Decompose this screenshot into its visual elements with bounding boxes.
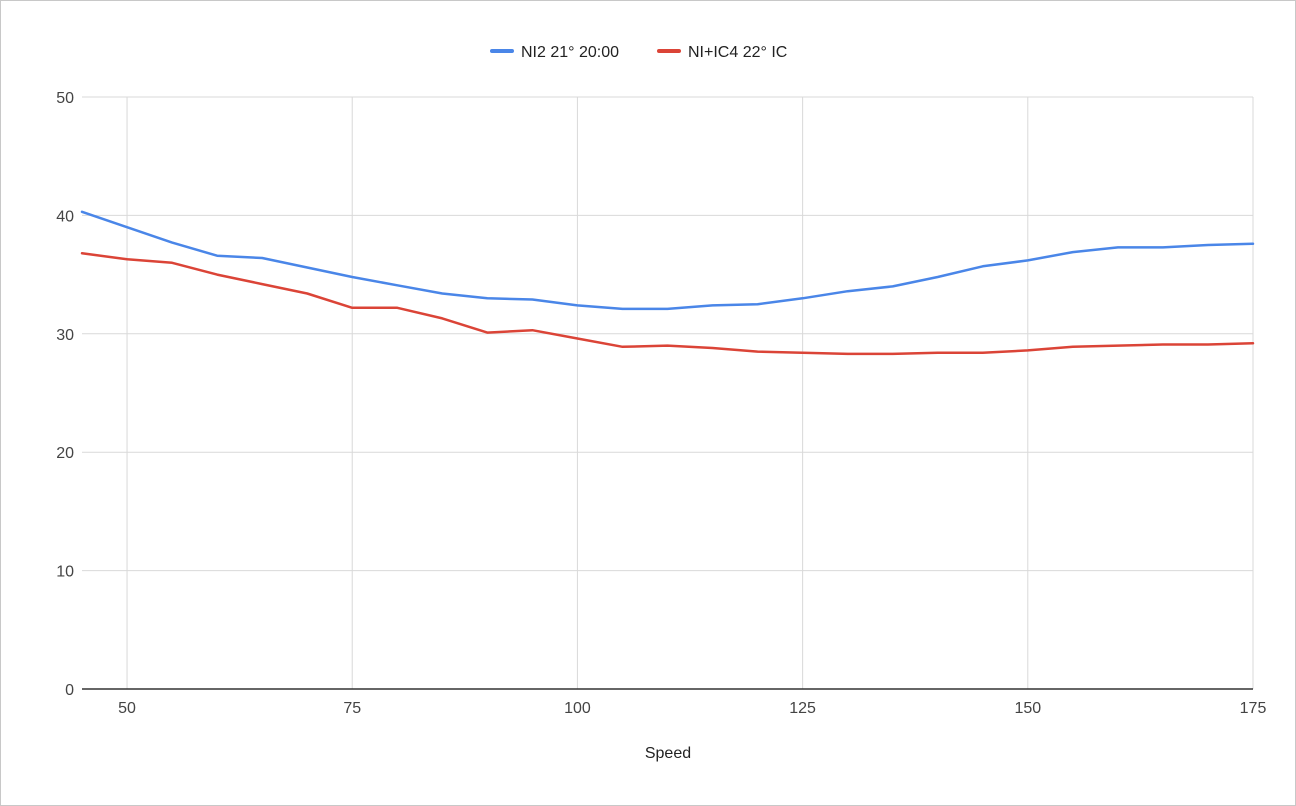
y-tick-label: 0: [65, 682, 74, 699]
legend-label: NI2 21° 20:00: [521, 44, 619, 61]
series-line-1: [80, 210, 1255, 311]
x-tick-label: 50: [118, 700, 136, 717]
y-tick-label: 20: [56, 445, 74, 462]
x-tick-label: 100: [564, 700, 591, 717]
y-tick-label: 40: [56, 208, 74, 225]
x-tick-label: 125: [789, 700, 816, 717]
x-tick-labels: 50 75 100 125 150 175: [118, 700, 1266, 717]
legend-label: NI+IC4 22° IC: [688, 44, 787, 61]
y-tick-label: 10: [56, 564, 74, 581]
grid-lines: [82, 96, 1254, 689]
y-tick-labels: 0 10 20 30 40 50: [56, 90, 74, 699]
y-tick-label: 30: [56, 327, 74, 344]
x-tick-label: 150: [1014, 700, 1041, 717]
x-axis-title: Speed: [645, 745, 691, 762]
series-lines: [80, 210, 1255, 356]
y-tick-label: 50: [56, 90, 74, 107]
legend: NI2 21° 20:00 NI+IC4 22° IC: [490, 44, 787, 61]
series-line-2: [80, 252, 1255, 356]
x-tick-label: 175: [1240, 700, 1267, 717]
x-tick-label: 75: [343, 700, 361, 717]
